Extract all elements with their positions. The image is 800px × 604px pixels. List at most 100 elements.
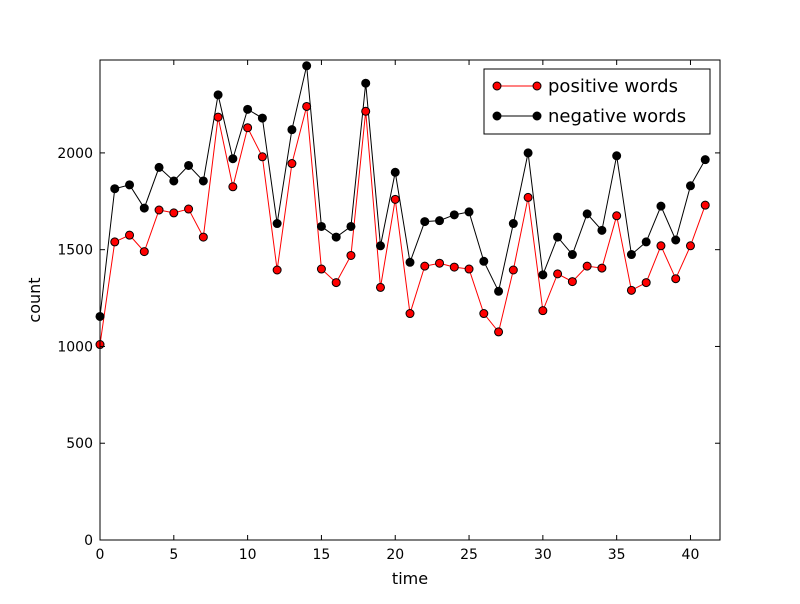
negative-words-point — [685, 181, 695, 191]
positive-words-point — [449, 262, 459, 272]
negative-words-point — [464, 207, 474, 217]
positive-words-point — [361, 106, 371, 116]
positive-words-point — [641, 278, 651, 288]
negative-words-point — [169, 176, 179, 186]
negative-words-point — [671, 235, 681, 245]
negative-words-point — [523, 148, 533, 158]
positive-words-point — [612, 211, 622, 221]
negative-words-point — [110, 184, 120, 194]
positive-words-point — [169, 208, 179, 218]
x-tick-label: 40 — [682, 547, 700, 563]
negative-words-point — [494, 286, 504, 296]
negative-words-point — [449, 210, 459, 220]
positive-words-point — [685, 241, 695, 251]
negative-words-point — [612, 151, 622, 161]
legend-marker-negative-words — [532, 111, 542, 121]
negative-words-point — [272, 219, 282, 229]
positive-words-point — [523, 192, 533, 202]
positive-words-point — [567, 277, 577, 287]
negative-words-point — [228, 154, 238, 164]
legend-marker-positive-words — [492, 81, 502, 91]
positive-words-point — [228, 182, 238, 192]
negative-words-point — [243, 104, 253, 114]
negative-words-point — [331, 232, 341, 242]
y-tick-label: 500 — [66, 436, 93, 452]
negative-words-point — [582, 209, 592, 219]
negative-words-point — [538, 270, 548, 280]
plot-frame — [99, 59, 721, 541]
series-markers — [95, 61, 710, 350]
negative-words-point — [700, 155, 710, 165]
negative-words-point — [302, 61, 312, 71]
x-tick-label: 15 — [313, 547, 331, 563]
positive-words-point — [257, 152, 267, 162]
legend-label-positive-words: positive words — [548, 76, 678, 97]
negative-words-point — [316, 221, 326, 231]
negative-words-point — [656, 201, 666, 211]
negative-words-point — [567, 250, 577, 260]
positive-words-point — [538, 306, 548, 316]
negative-words-point — [375, 241, 385, 251]
positive-words-point — [154, 205, 164, 215]
positive-words-point — [375, 282, 385, 292]
negative-words-point — [346, 221, 356, 231]
legend-box — [483, 68, 711, 135]
positive-words-line — [99, 106, 706, 345]
negative-words-point — [139, 203, 149, 213]
negative-words-point — [184, 160, 194, 170]
negative-words-point — [198, 176, 208, 186]
positive-words-point — [125, 230, 135, 240]
x-tick-label: 5 — [169, 547, 178, 563]
negative-words-point — [597, 225, 607, 235]
negative-words-point — [213, 90, 223, 100]
positive-words-point — [302, 101, 312, 111]
negative-words-point — [154, 162, 164, 172]
positive-words-point — [597, 263, 607, 273]
y-tick-label: 1500 — [57, 243, 93, 259]
negative-words-point — [125, 180, 135, 190]
positive-words-point — [198, 232, 208, 242]
negative-words-point — [287, 125, 297, 135]
positive-words-point — [508, 265, 518, 275]
positive-words-point — [494, 327, 504, 337]
positive-words-point — [316, 264, 326, 274]
positive-words-point — [390, 194, 400, 204]
legend: positive words negative words — [483, 68, 711, 135]
legend-marker-negative-words — [492, 111, 502, 121]
legend-label-negative-words: negative words — [548, 106, 686, 127]
positive-words-point — [671, 274, 681, 284]
positive-words-point — [110, 237, 120, 247]
x-tick-label: 30 — [534, 547, 552, 563]
positive-words-point — [582, 261, 592, 271]
x-axis-label: time — [392, 569, 428, 588]
y-tick-label: 1000 — [57, 339, 93, 355]
negative-words-point — [626, 250, 636, 260]
axis-ticks: 0 5 10 15 20 25 30 35 40 0 500 1000 1500 2000 — [57, 60, 720, 563]
x-tick-label: 20 — [386, 547, 404, 563]
positive-words-point — [346, 250, 356, 260]
negative-words-point — [479, 256, 489, 266]
positive-words-point — [656, 241, 666, 251]
negative-words-point — [641, 237, 651, 247]
positive-words-point — [287, 159, 297, 169]
negative-words-point — [405, 257, 415, 267]
x-tick-label: 10 — [239, 547, 257, 563]
legend-marker-positive-words — [532, 81, 542, 91]
negative-words-point — [361, 78, 371, 88]
positive-words-point — [243, 123, 253, 133]
y-tick-label: 0 — [84, 533, 93, 549]
positive-words-point — [479, 309, 489, 319]
negative-words-point — [553, 232, 563, 242]
positive-words-point — [435, 258, 445, 268]
y-axis-label: count — [25, 277, 44, 322]
x-tick-label: 35 — [608, 547, 626, 563]
positive-words-point — [272, 265, 282, 275]
negative-words-point — [257, 113, 267, 123]
negative-words-point — [508, 219, 518, 229]
negative-words-point — [420, 217, 430, 227]
y-tick-label: 2000 — [57, 146, 93, 162]
positive-words-point — [553, 269, 563, 279]
positive-words-point — [700, 200, 710, 210]
